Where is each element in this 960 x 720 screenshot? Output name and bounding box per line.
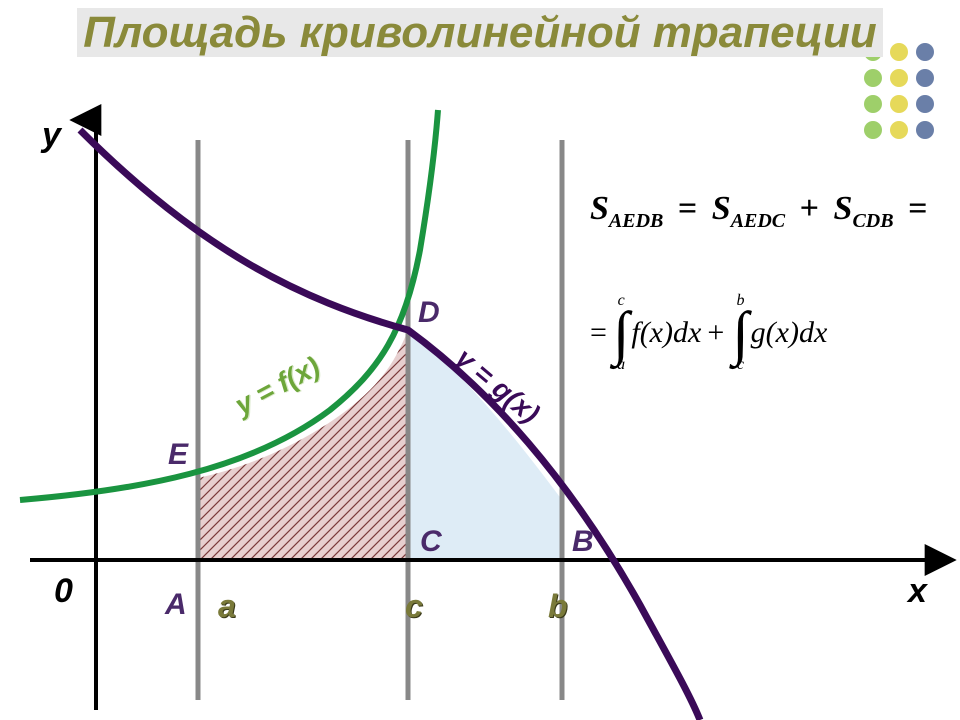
point-c-label: C [420,525,442,559]
point-a-label: A [165,588,187,622]
formula-area-equation: SAEDB = SAEDC + SCDB = [590,190,940,233]
y-axis-label: y [42,116,61,155]
origin-label: 0 [54,572,73,611]
tick-b-label: b [548,588,568,625]
point-b-label: B [572,525,594,559]
formula-block: SAEDB = SAEDC + SCDB = = c ∫ a f(x)dx + … [590,190,940,373]
x-axis-label: x [908,572,927,611]
formula-integral-equation: = c ∫ a f(x)dx + b ∫ c g(x)dx [590,293,940,373]
tick-a-label: a [218,588,236,625]
tick-c-label: c [405,588,423,625]
point-d-label: D [418,296,440,330]
point-e-label: E [168,438,188,472]
